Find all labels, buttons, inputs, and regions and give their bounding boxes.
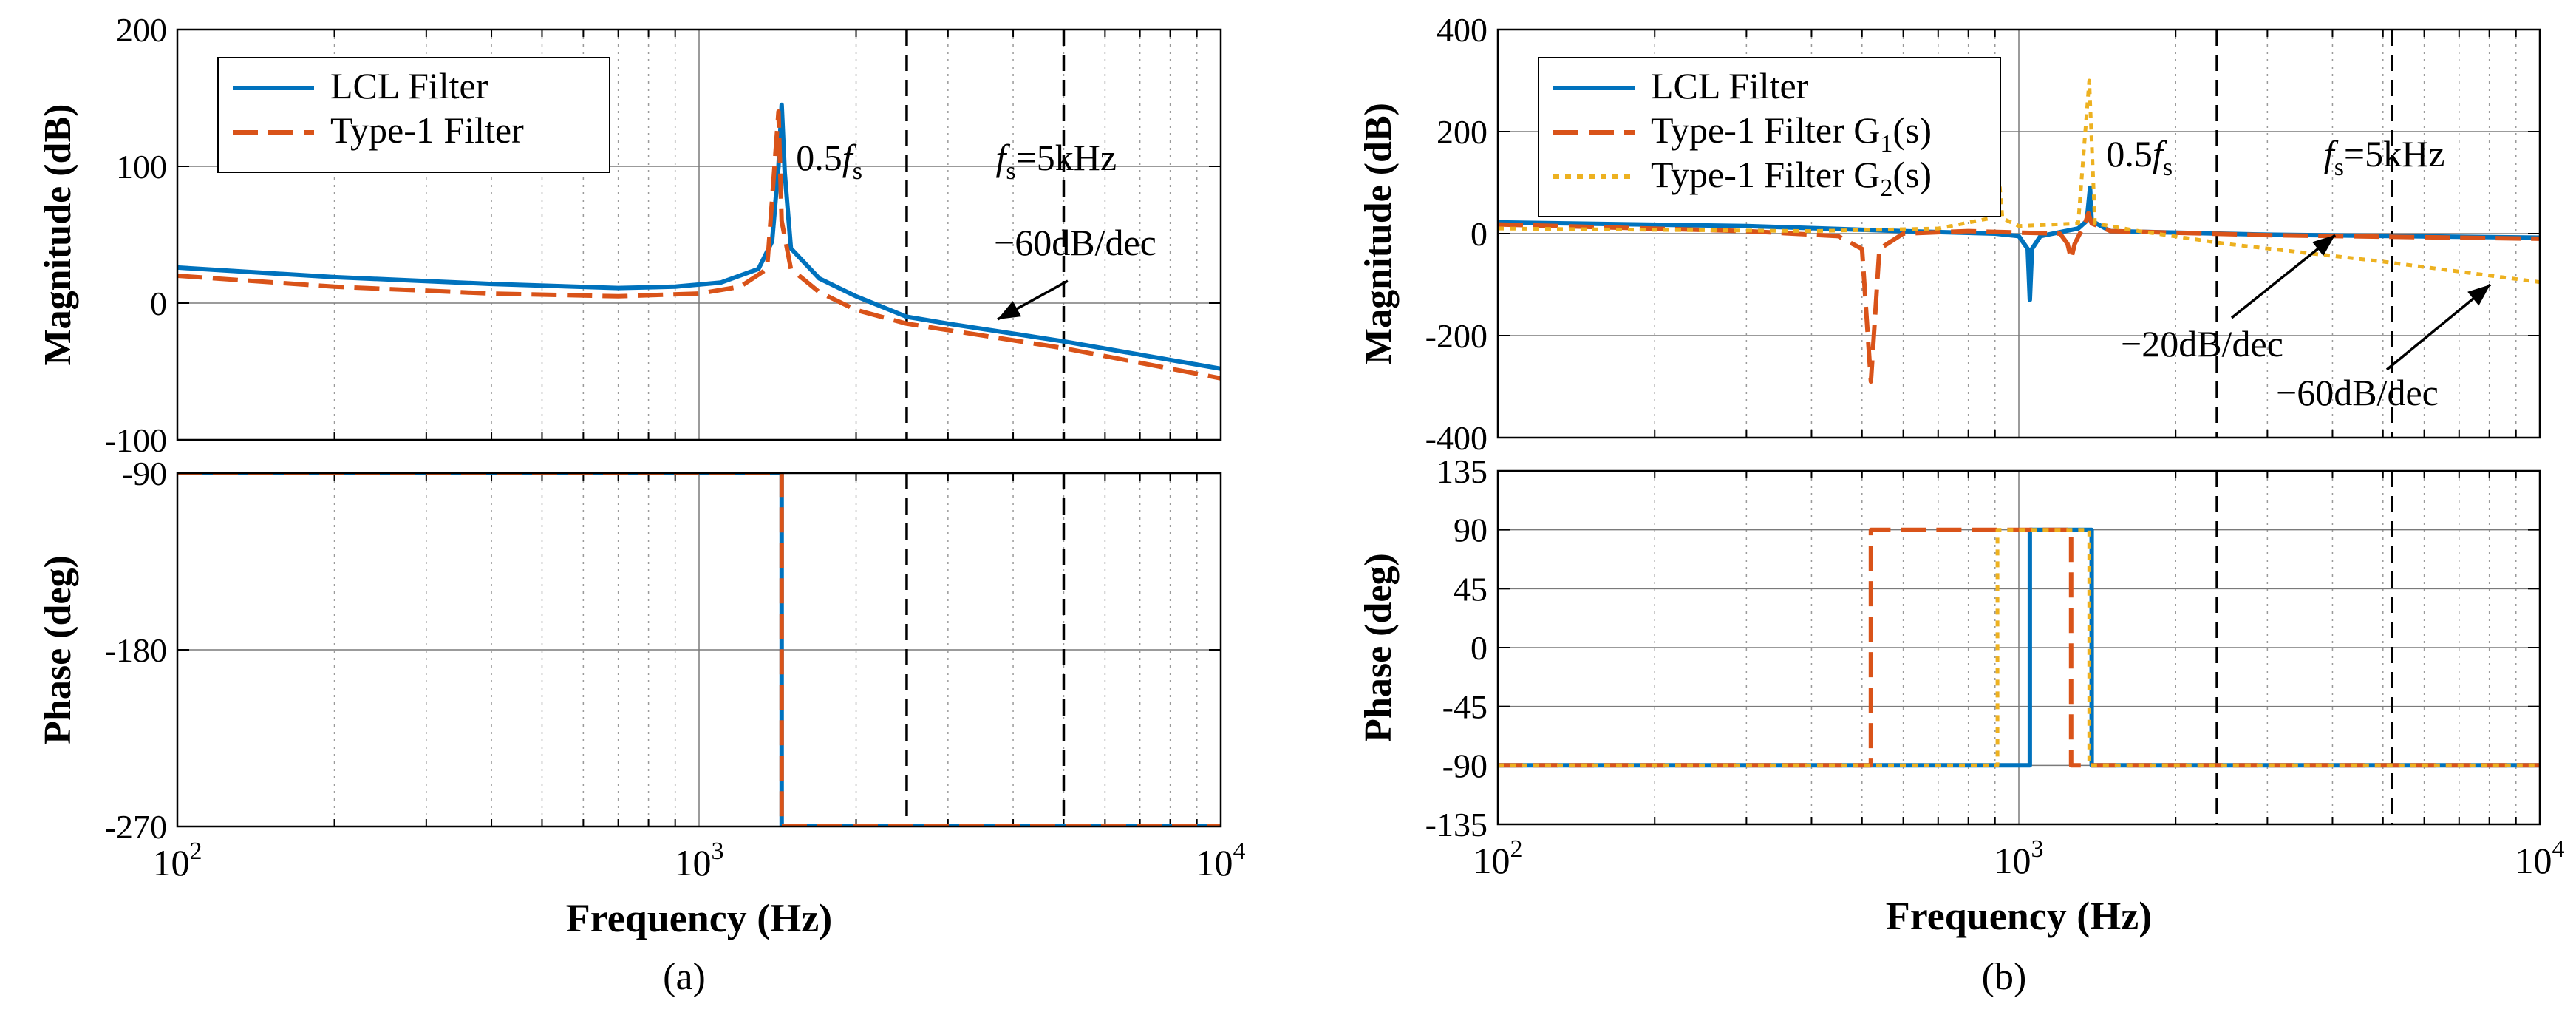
y-axis-label: Magnitude (dB) [37,104,79,366]
annotation-arrow-head [2467,285,2490,306]
legend-label-text: LCL Filter [330,65,488,106]
slope-annotation: −60dB/dec [2276,372,2439,413]
marker-label-rest: =5kHz [2344,133,2445,174]
axes-frame [1496,28,2541,439]
frequency-marker-label: fs=5kHz [2324,133,2445,181]
axes-frame [176,472,1222,828]
y-tick-label: 45 [1454,570,1488,608]
series-line-type1 [1498,211,2540,384]
x-tick-base: 10 [675,842,712,883]
y-tick-label: 200 [1437,113,1488,151]
x-tick-label: 103 [675,838,724,883]
axes-frame [1496,469,2541,826]
panel-caption: (b) [1982,956,2027,998]
y-tick-label: 0 [1471,629,1488,667]
marker-label-number: 0.5 [2106,133,2153,174]
series-line-type1 [177,473,1221,826]
x-tick-label: 104 [1196,838,1246,883]
legend-label-end: (s) [1892,109,1932,151]
annotation-arrow-shaft [2385,283,2492,371]
marker-label-sub: s [2334,154,2344,181]
y-tick-label: 90 [1454,512,1488,549]
annotation-arrow-head [998,301,1022,319]
x-tick-base: 10 [2515,840,2552,881]
y-tick-label: 100 [116,148,167,186]
legend-box [217,57,610,173]
y-tick-label: -135 [1425,806,1488,843]
y-tick-label: 0 [1471,215,1488,253]
x-tick-exp: 2 [1510,835,1523,863]
series-line-lcl [177,102,1221,371]
y-tick-label: -180 [105,631,167,669]
x-tick-label: 104 [2515,835,2565,881]
annotation-arrow-head [2312,235,2335,257]
x-axis-label: Frequency (Hz) [1886,894,2152,938]
x-tick-label: 103 [1994,835,2044,881]
y-tick-label: 400 [1437,11,1488,49]
x-tick-base: 10 [1473,840,1510,881]
legend-label-text: LCL Filter [1651,65,1809,106]
x-tick-label: 102 [1473,835,1523,881]
legend-label-text: Type-1 Filter G [1651,154,1880,195]
series-line-type1 [1498,527,2540,768]
y-tick-label: -90 [1442,747,1488,784]
legend-label-text: Type-1 Filter G [1651,109,1880,151]
y-tick-label: 0 [150,285,167,322]
legend-label: LCL Filter [1651,65,1809,106]
legend-label: Type-1 Filter [330,109,524,151]
x-tick-base: 10 [1994,840,2031,881]
x-tick-base: 10 [1196,842,1233,883]
legend-label: Type-1 Filter G1(s) [1651,109,1932,157]
marker-label-sub: s [2163,154,2173,181]
frequency-marker-label: fs=5kHz [995,137,1117,185]
y-tick-label: 135 [1437,452,1488,490]
y-tick-label: -270 [105,808,167,846]
y-tick-label: 200 [116,11,167,49]
legend-label-sub: 2 [1880,174,1892,202]
marker-label-sub: s [853,157,862,185]
series-line-type1 [177,109,1221,381]
panel-caption: (a) [663,956,706,998]
legend-label: LCL Filter [330,65,488,106]
x-tick-exp: 4 [2552,835,2565,863]
x-tick-exp: 4 [1233,838,1246,865]
slope-annotation: −60dB/dec [994,222,1156,263]
y-axis-label: Phase (deg) [1357,553,1400,742]
y-tick-label: -100 [105,421,167,459]
y-tick-label: -200 [1425,317,1488,355]
marker-label-rest: =5kHz [1016,137,1117,178]
y-axis-label: Magnitude (dB) [1357,103,1400,364]
y-tick-label: -45 [1442,688,1488,726]
slope-annotation: −20dB/dec [2121,323,2283,364]
x-tick-base: 10 [153,842,190,883]
y-tick-label: -400 [1425,419,1488,457]
series-line-type1g2 [1498,528,2540,767]
frequency-marker-label: 0.5fs [2106,133,2173,181]
series-line-lcl [1498,185,2540,302]
marker-label-sub: s [1006,157,1015,185]
x-tick-exp: 3 [712,838,724,865]
x-tick-exp: 3 [2031,835,2044,863]
x-tick-label: 102 [153,838,202,883]
y-tick-label: -90 [122,455,167,492]
frequency-marker-label: 0.5fs [796,137,862,185]
legend-label-end: (s) [1892,154,1932,195]
legend-label-sub: 1 [1880,130,1892,157]
x-tick-exp: 2 [190,838,202,865]
legend-label: Type-1 Filter G2(s) [1651,154,1932,202]
marker-label-number: 0.5 [796,137,842,178]
panel-a: 200 100 0 -100 Magnitude (dB) LCL FilterType-… [37,11,1222,998]
axes-frame [176,28,1222,441]
series-line-type1g2 [1498,78,2540,285]
legend-box [1538,57,2001,217]
x-axis-label: Frequency (Hz) [566,896,832,940]
legend-label-text: Type-1 Filter [330,109,524,151]
y-axis-label: Phase (deg) [37,555,79,744]
